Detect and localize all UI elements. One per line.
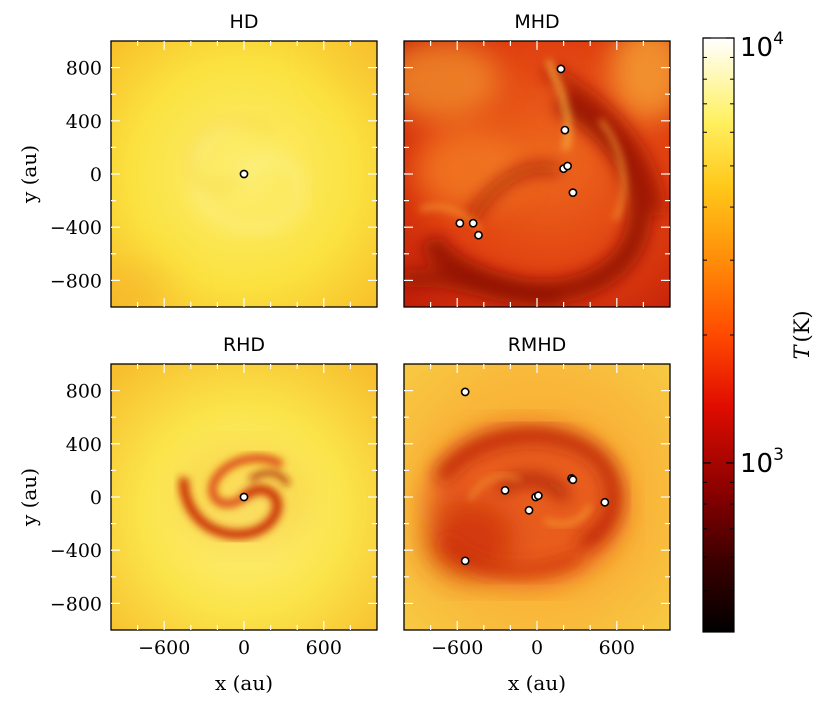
y-tick-label: 400 [66,111,102,133]
panel-hd: HD [110,11,378,308]
y-tick-label: 400 [66,434,102,456]
ticks-mhd [404,41,670,307]
sink-particle [239,169,249,179]
colorbar-label-var: T [790,344,814,360]
colorbar-ticks [703,37,734,592]
x-axis-label-right: x (au) [508,671,566,695]
x-tick-label: −600 [138,637,190,659]
sink-particle [455,218,465,228]
colorbar-tick-exp: 4 [773,29,784,49]
y-tick-label: −400 [50,540,102,562]
colorbar-tick-base: 10 [740,33,773,63]
x-tick-labels-left: −600 0 600 [138,637,342,659]
y-tick-labels-bottom: 800 400 0 −400 −800 [50,381,102,616]
ticks-rmhd [404,364,670,630]
sinks-rmhd [460,387,610,566]
sink-particle [524,505,534,515]
x-tick-label: 0 [238,637,250,659]
colorbar-tick-base: 10 [740,449,773,479]
x-tick-label: 0 [531,637,543,659]
x-axis-label-left: x (au) [215,671,273,695]
heatmap-hd [111,41,377,307]
panel-title-rhd: RHD [223,334,265,356]
sink-particle [568,475,578,485]
x-tick-labels-right: −600 0 600 [431,637,635,659]
sink-particle [556,64,566,74]
sink-particle [560,125,570,135]
sink-particle [239,492,249,502]
x-tick-label: 600 [306,637,342,659]
panel-mhd: MHD [403,11,671,308]
sink-particle [563,161,572,171]
y-tick-label: −400 [50,217,102,239]
panel-title-mhd: MHD [514,11,559,33]
ticks-hd [111,41,377,307]
y-tick-label: −800 [50,593,102,615]
y-tick-label: −800 [50,270,102,292]
y-tick-label: 0 [90,164,102,186]
ticks-rhd [111,364,377,630]
sinks-rhd [239,492,249,502]
sinks-mhd [455,64,578,240]
sink-particle [474,230,483,240]
y-tick-labels-top: 800 400 0 −400 −800 [50,58,102,293]
sink-particle [500,485,510,495]
colorbar-label: T (K) [790,310,814,359]
sinks-hd [239,169,249,179]
panel-rmhd: RMHD [403,334,671,631]
y-axis-label-top: y (au) [17,145,41,204]
panel-title-rmhd: RMHD [508,334,567,356]
heatmap-mhd [404,41,670,307]
sink-particle [568,188,578,198]
sink-particle [460,387,470,397]
sink-particle [600,497,610,507]
sink-particle [533,491,543,501]
sink-particle [460,556,470,566]
y-tick-label: 800 [66,58,102,80]
colorbar-label-unit: (K) [790,310,814,342]
colorbar-tick-label: 104 [740,29,784,63]
colorbar-tick-exp: 3 [773,445,784,465]
x-tick-label: 600 [599,637,635,659]
colorbar-fill [703,38,734,632]
panel-title-hd: HD [230,11,259,33]
y-tick-label: 800 [66,381,102,403]
y-axis-label-bottom: y (au) [17,468,41,527]
sink-particle [468,218,478,228]
y-tick-label: 0 [90,487,102,509]
colorbar-tick-label: 103 [740,445,784,479]
panel-rhd: RHD [110,334,378,631]
x-tick-label: −600 [431,637,483,659]
